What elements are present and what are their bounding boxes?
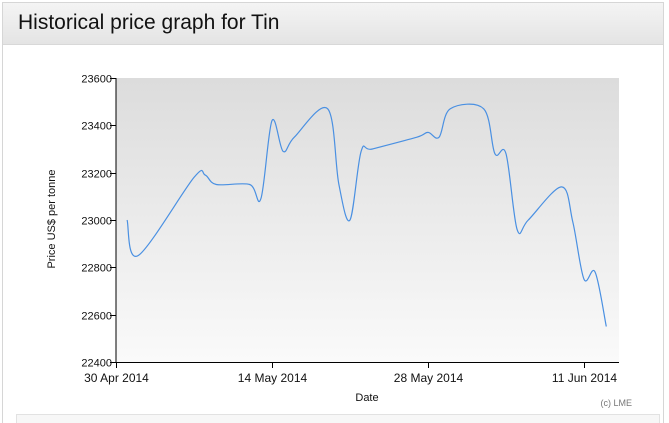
series-layer [126, 103, 607, 327]
y-tick-label: 23200 [81, 169, 112, 181]
y-axis-label: Price US$ per tonne [46, 169, 58, 268]
x-tick-label: 11 Jun 2014 [552, 371, 617, 385]
plot-area [116, 78, 619, 362]
price-series-line [126, 103, 607, 327]
x-tick-label: 14 May 2014 [238, 371, 308, 385]
y-tick-label: 22800 [81, 263, 112, 275]
chart-credit: (c) LME [601, 398, 633, 408]
y-tick-label: 23000 [81, 216, 112, 228]
x-tick-label: 30 Apr 2014 [84, 371, 149, 385]
y-tick-label: 23400 [81, 121, 112, 133]
y-axis: 22400 22600 22800 23000 23200 23400 23600 [81, 74, 117, 370]
x-axis: 30 Apr 2014 14 May 2014 28 May 2014 11 Jun … [84, 362, 619, 385]
x-tick-label: 28 May 2014 [394, 371, 464, 385]
y-tick-label: 23600 [81, 74, 112, 86]
x-axis-label: Date [355, 392, 378, 404]
panel-footer-strip [16, 414, 660, 423]
y-tick-label: 22400 [81, 358, 112, 370]
panel-title: Historical price graph for Tin [18, 11, 280, 34]
y-tick-label: 22600 [81, 311, 112, 323]
panel-header: Historical price graph for Tin [3, 3, 663, 45]
